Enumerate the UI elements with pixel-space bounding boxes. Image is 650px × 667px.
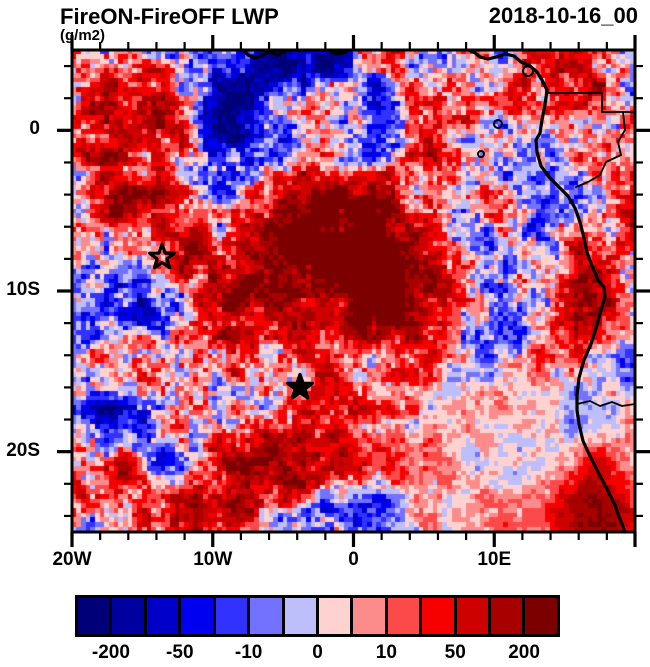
colorbar-segment xyxy=(353,598,385,634)
colorbar-segment xyxy=(146,598,179,634)
x-axis-label: 0 xyxy=(348,549,359,570)
colorbar-segment xyxy=(491,598,523,634)
units-label: (g/m2) xyxy=(60,27,105,44)
y-axis-label: 0 xyxy=(29,118,40,140)
colorbar-label: -10 xyxy=(234,642,263,663)
colorbar-label: 0 xyxy=(312,642,323,663)
colorbar-segment xyxy=(422,598,454,634)
colorbar-label: 50 xyxy=(444,642,466,663)
colorbar-label: 200 xyxy=(508,642,540,663)
colorbar-segment xyxy=(112,598,144,634)
plot-title: FireON-FireOFF LWP xyxy=(60,4,279,29)
y-axis-label: 20S xyxy=(6,439,40,461)
heatmap-field xyxy=(72,50,635,532)
x-axis-label: 20W xyxy=(52,549,92,570)
colorbar-label: 10 xyxy=(375,642,397,663)
x-axis-label: 10W xyxy=(193,549,233,570)
colorbar-label: -50 xyxy=(166,642,194,663)
colorbar xyxy=(75,595,560,637)
colorbar-segment xyxy=(250,598,282,634)
colorbar-segment xyxy=(78,598,110,634)
colorbar-segment xyxy=(456,598,489,634)
x-axis-label: 10E xyxy=(477,549,512,570)
datetime-label: 2018-10-16_00 xyxy=(488,3,638,28)
colorbar-segment xyxy=(215,598,248,634)
colorbar-segment xyxy=(318,598,351,634)
colorbar-segment xyxy=(181,598,213,634)
colorbar-segment xyxy=(387,598,420,634)
colorbar-label: -200 xyxy=(91,642,130,663)
y-axis-label: 10S xyxy=(6,279,40,300)
colorbar-segment xyxy=(525,598,557,634)
colorbar-segment xyxy=(284,598,316,634)
